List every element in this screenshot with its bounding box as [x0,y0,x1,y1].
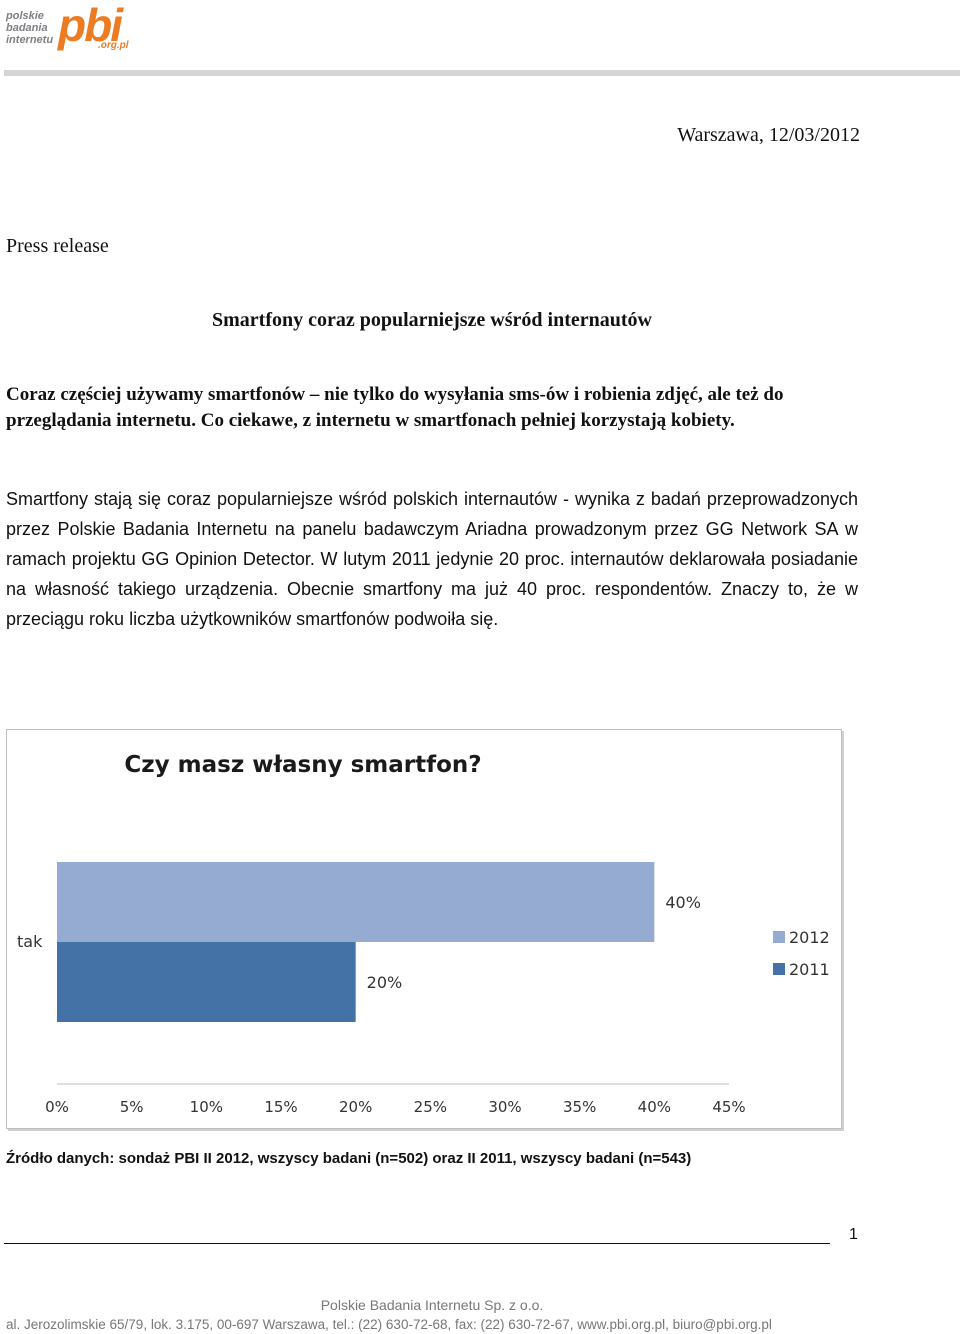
headline: Smartfony coraz popularniejsze wśród int… [212,309,652,331]
bar-2012 [57,862,655,942]
logo-domain: .org.pl [98,40,129,51]
x-tick-label: 30% [488,1098,521,1116]
legend-swatch-2012 [773,931,785,943]
bar-label-2011: 20% [367,973,403,992]
x-tick-label: 45% [712,1098,745,1116]
header-rule [4,70,960,76]
footer-company: Polskie Badania Internetu Sp. z o.o. [320,1297,544,1313]
x-tick-label: 35% [563,1098,596,1116]
press-release-label: Press release [6,235,109,257]
footer-address: al. Jerozolimskie 65/79, lok. 3.175, 00-… [6,1317,772,1332]
x-tick-label: 5% [120,1098,144,1116]
logo-pbi: pbi [58,0,123,51]
page-number: 1 [849,1226,858,1243]
body-paragraph: Smartfony stają się coraz popularniejsze… [6,489,858,629]
legend-entry-2012: 2012 [789,928,830,947]
document-date: Warszawa, 12/03/2012 [677,124,860,146]
x-tick-label: 15% [264,1098,297,1116]
pbi-logo: polskie badania internetu pbi .org.pl [6,0,136,56]
x-tick-label: 25% [414,1098,447,1116]
legend-swatch-2011 [773,963,785,975]
logo-word-internetu: internetu [6,34,54,46]
category-label-tak: tak [17,932,43,951]
footer-rule [4,1243,830,1244]
lead-paragraph: Coraz częściej używamy smartfonów – nie … [6,384,784,431]
logo-word-badania: badania [6,22,48,34]
bar-2011 [57,942,356,1022]
chart-frame: Czy masz własny smartfon? 40% 20% tak 0% 5%… [6,729,842,1129]
x-tick-label: 0% [45,1098,69,1116]
x-tick-label: 20% [339,1098,372,1116]
data-source: Źródło danych: sondaż PBI II 2012, wszys… [6,1150,692,1167]
logo-word-polskie: polskie [6,10,44,22]
bar-chart: Czy masz własny smartfon? 40% 20% tak 0% 5%… [17,752,830,1116]
x-tick-label: 40% [638,1098,671,1116]
chart-title: Czy masz własny smartfon? [124,752,481,778]
x-tick-label: 10% [190,1098,223,1116]
legend-entry-2011: 2011 [789,960,830,979]
bar-label-2012: 40% [665,893,701,912]
